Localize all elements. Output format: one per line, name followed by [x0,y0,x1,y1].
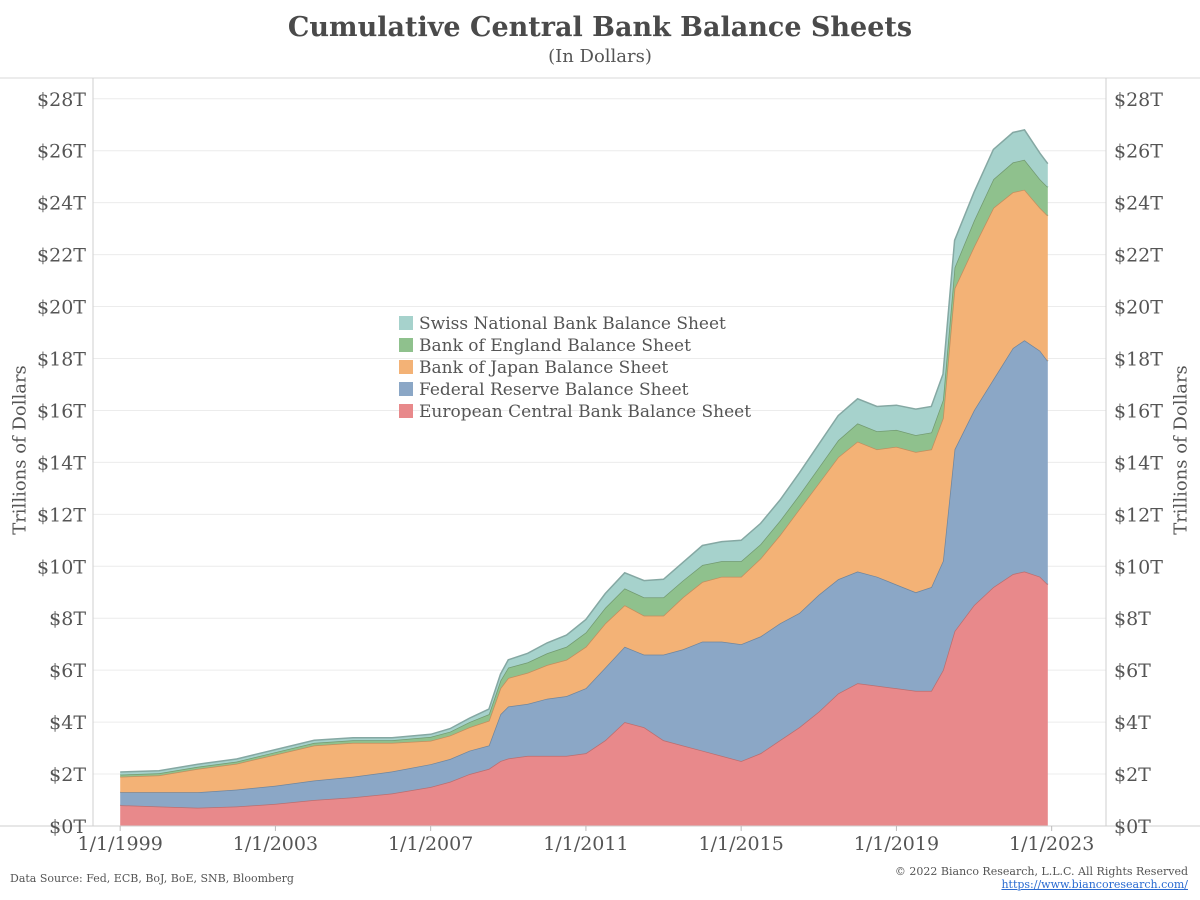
y-tick-label-left: $8T [49,608,86,630]
data-source-note: Data Source: Fed, ECB, BoJ, BoE, SNB, Bl… [10,872,294,885]
line-snb [120,129,1049,773]
x-tick-label: 1/1/2015 [698,833,783,855]
y-tick-label-right: $12T [1114,504,1163,526]
y-tick-label-left: $26T [37,141,86,163]
y-ticks-right: $0T $2T $4T $6T $8T $10T $12T $14T $16T $18T $20T $… [1114,89,1163,838]
y-tick-label-left: $24T [37,193,86,215]
y-tick-label-left: $22T [37,245,86,267]
y-tick-label-left: $10T [37,556,86,578]
legend-label-boj: Bank of Japan Balance Sheet [419,358,668,378]
y-tick-label-left: $18T [37,349,86,371]
x-tick-label: 1/1/2023 [1009,833,1094,855]
chart-title: Cumulative Central Bank Balance Sheets [287,12,913,43]
copyright-note: © 2022 Bianco Research, L.L.C. All Right… [894,865,1188,878]
y-tick-label-right: $16T [1114,400,1163,422]
legend-swatch-boe [399,338,413,352]
axes [0,78,1200,827]
legend-swatch-ecb [399,404,413,418]
y-tick-label-right: $2T [1114,764,1151,786]
x-tick-label: 1/1/2011 [543,833,628,855]
y-tick-label-left: $14T [37,452,86,474]
area-fed [120,340,1048,808]
x-tick-label: 1/1/2019 [854,833,939,855]
website-link[interactable]: https://www.biancoresearch.com/ [1001,878,1188,891]
x-ticks: 1/1/1999 1/1/2003 1/1/2007 1/1/2011 1/1/2015… [77,826,1094,855]
y-tick-label-left: $6T [49,660,86,682]
y-tick-label-right: $8T [1114,608,1151,630]
legend-label-fed: Federal Reserve Balance Sheet [419,380,689,400]
y-tick-label-right: $26T [1114,141,1163,163]
legend-label-ecb: European Central Bank Balance Sheet [419,402,751,422]
chart-subtitle: (In Dollars) [548,46,652,67]
area-boj [120,189,1048,793]
area-ecb [120,571,1048,826]
y-tick-label-right: $18T [1114,349,1163,371]
y-tick-label-right: $10T [1114,556,1163,578]
y-tick-label-left: $0T [49,816,86,838]
y-tick-label-left: $12T [37,504,86,526]
series-areas [120,129,1049,826]
y-tick-label-right: $14T [1114,452,1163,474]
y-tick-label-right: $28T [1114,89,1163,111]
y-tick-label-right: $4T [1114,712,1151,734]
legend-swatch-boj [399,360,413,374]
y-tick-label-right: $20T [1114,297,1163,319]
legend-swatch-fed [399,382,413,396]
y-tick-label-left: $4T [49,712,86,734]
legend-swatch-snb [399,316,413,330]
x-tick-label: 1/1/1999 [77,833,162,855]
legend-label-boe: Bank of England Balance Sheet [419,336,691,356]
y-tick-label-right: $24T [1114,193,1163,215]
y-tick-label-left: $20T [37,297,86,319]
y-ticks-left: $0T $2T $4T $6T $8T $10T $12T $14T $16T $18T $20T $… [37,89,86,838]
y-tick-label-right: $22T [1114,245,1163,267]
y-tick-label-right: $6T [1114,660,1151,682]
y-tick-label-left: $16T [37,400,86,422]
y-tick-label-right: $0T [1114,816,1151,838]
x-tick-label: 1/1/2003 [233,833,318,855]
y-tick-label-left: $28T [37,89,86,111]
y-tick-label-left: $2T [49,764,86,786]
x-tick-label: 1/1/2007 [388,833,473,855]
legend-label-snb: Swiss National Bank Balance Sheet [419,314,726,334]
